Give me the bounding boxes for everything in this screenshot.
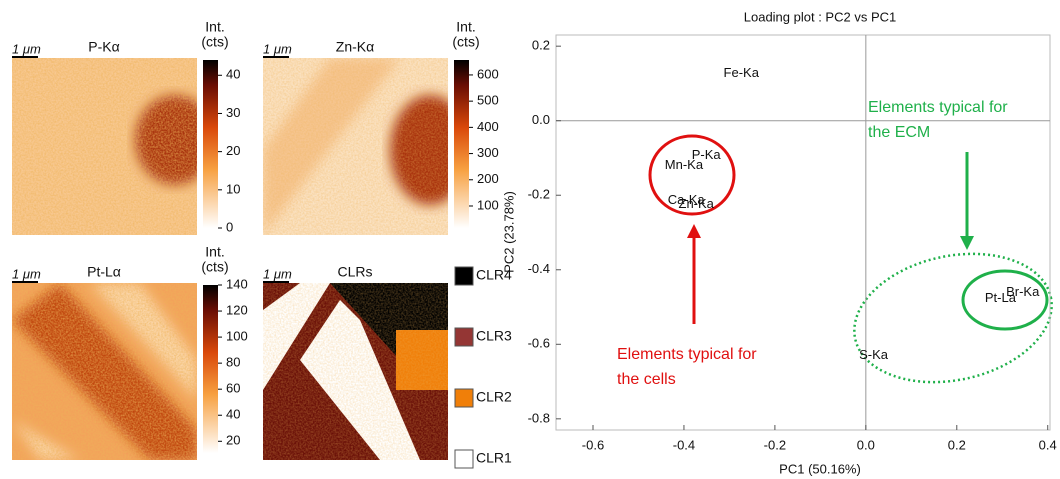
point-label: Br-Ka [1006,284,1040,299]
point-label: Zn-Ka [679,196,715,211]
scale-label: 1 μm [263,41,292,56]
colorbar-tick-label: 300 [477,145,499,160]
colorbar-tick-label: 600 [477,66,499,81]
colorbar-tick-label: 40 [226,407,240,422]
x-tick-label: 0.4 [1039,437,1057,452]
colorbar [203,285,218,453]
y-tick-label: 0.0 [532,112,550,127]
point-label: Pt-La [985,290,1017,305]
map-image [12,58,197,235]
colorbar-title: Int. [205,244,224,260]
legend-label: CLR3 [476,328,512,344]
legend-swatch [454,388,474,408]
colorbar [454,60,469,228]
colorbar-tick-label: 200 [477,171,499,186]
colorbar-tick-label: 400 [477,119,499,134]
chart-title: Loading plot : PC2 vs PC1 [744,9,896,24]
legend-label: CLR2 [476,389,512,405]
map-title: P-Kα [88,39,119,55]
map-title: CLRs [337,264,372,280]
colorbar-tick-label: 0 [226,219,233,234]
x-axis-label: PC1 (50.16%) [779,461,861,476]
colorbar-tick-label: 80 [226,355,240,370]
colorbar-tick-label: 30 [226,105,240,120]
y-tick-label: 0.2 [532,38,550,53]
point-label: S-Ka [859,347,889,362]
colorbar-title: (cts) [201,259,228,275]
colorbar-tick-label: 500 [477,93,499,108]
legend-swatch [454,327,474,347]
point-label: Fe-Ka [724,65,760,80]
colorbar-title: (cts) [452,34,479,50]
colorbar-tick-label: 20 [226,433,240,448]
colorbar-tick-label: 120 [226,302,248,317]
colorbar-title: Int. [456,19,475,35]
colorbar-tick-label: 100 [226,329,248,344]
ellipse [853,252,1053,384]
x-tick-label: 0.0 [857,437,875,452]
map-image [263,58,448,235]
y-tick-label: -0.4 [528,261,550,276]
colorbar [203,60,218,228]
colorbar-tick-label: 40 [226,67,240,82]
y-tick-label: -0.2 [528,187,550,202]
annotation: the ECM [868,124,930,141]
scale-label: 1 μm [12,266,41,281]
legend-label: CLR4 [476,267,512,283]
legend-swatch [454,266,474,286]
colorbar-title: Int. [205,19,224,35]
x-tick-label: -0.4 [673,437,695,452]
point-label: Mn-Ka [665,157,704,172]
map-title: Zn-Kα [336,39,374,55]
map-image [12,283,197,460]
legend-label: CLR1 [476,450,512,466]
legend-swatch [454,449,474,469]
arrowhead [687,224,701,238]
circle [648,134,736,216]
colorbar-tick-label: 10 [226,181,240,196]
circle [961,269,1049,331]
colorbar-tick-label: 140 [226,276,248,291]
x-tick-label: -0.2 [764,437,786,452]
scale-label: 1 μm [12,41,41,56]
scale-label: 1 μm [263,266,292,281]
annotation: Elements typical for [617,346,757,363]
map-image [263,283,448,460]
x-tick-label: -0.6 [582,437,604,452]
arrowhead [960,236,974,250]
map-title: Pt-Lα [87,264,121,280]
y-tick-label: -0.6 [528,336,550,351]
colorbar-tick-label: 20 [226,143,240,158]
point-label: P-Ka [692,147,722,162]
annotation: the cells [617,371,676,388]
y-axis-label: PC2 (23.78%) [501,191,516,273]
colorbar-tick-label: 100 [477,197,499,212]
colorbar-title: (cts) [201,34,228,50]
annotation: Elements typical for [868,99,1008,116]
y-tick-label: -0.8 [528,410,550,425]
colorbar-tick-label: 60 [226,381,240,396]
point-label: Ca-Ka [668,192,706,207]
plot-frame [555,34,1051,431]
x-tick-label: 0.2 [948,437,966,452]
